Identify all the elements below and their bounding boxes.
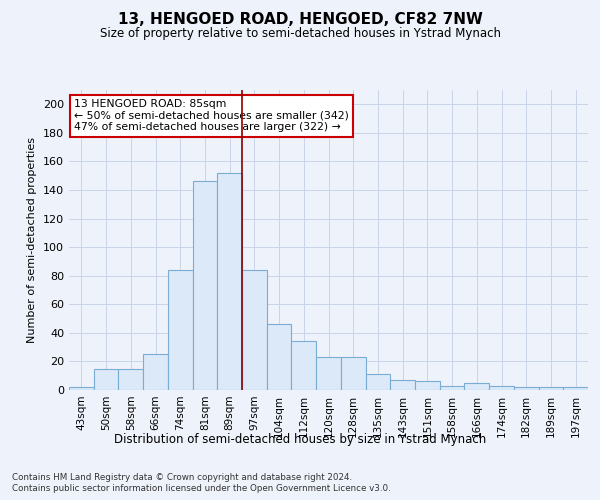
Bar (489, 386, 514, 390)
Bar (440, 386, 464, 390)
Bar (242, 270, 267, 390)
Text: Contains HM Land Registry data © Crown copyright and database right 2024.: Contains HM Land Registry data © Crown c… (12, 472, 352, 482)
Bar (94, 368, 118, 390)
Y-axis label: Number of semi-detached properties: Number of semi-detached properties (28, 137, 37, 343)
Bar (539, 387, 563, 390)
Bar (267, 324, 292, 390)
Bar (168, 270, 193, 390)
Bar (464, 383, 489, 390)
Text: Size of property relative to semi-detached houses in Ystrad Mynach: Size of property relative to semi-detach… (100, 28, 500, 40)
Bar (118, 368, 143, 390)
Bar (217, 173, 242, 390)
Bar (514, 387, 539, 390)
Text: Contains public sector information licensed under the Open Government Licence v3: Contains public sector information licen… (12, 484, 391, 493)
Text: 13 HENGOED ROAD: 85sqm
← 50% of semi-detached houses are smaller (342)
47% of se: 13 HENGOED ROAD: 85sqm ← 50% of semi-det… (74, 99, 349, 132)
Text: 13, HENGOED ROAD, HENGOED, CF82 7NW: 13, HENGOED ROAD, HENGOED, CF82 7NW (118, 12, 482, 28)
Bar (365, 374, 390, 390)
Bar (563, 387, 588, 390)
Bar (316, 357, 341, 390)
Bar (193, 182, 217, 390)
Text: Distribution of semi-detached houses by size in Ystrad Mynach: Distribution of semi-detached houses by … (114, 432, 486, 446)
Bar (292, 342, 316, 390)
Bar (415, 382, 440, 390)
Bar (69, 387, 94, 390)
Bar (143, 354, 168, 390)
Bar (341, 357, 365, 390)
Bar (390, 380, 415, 390)
